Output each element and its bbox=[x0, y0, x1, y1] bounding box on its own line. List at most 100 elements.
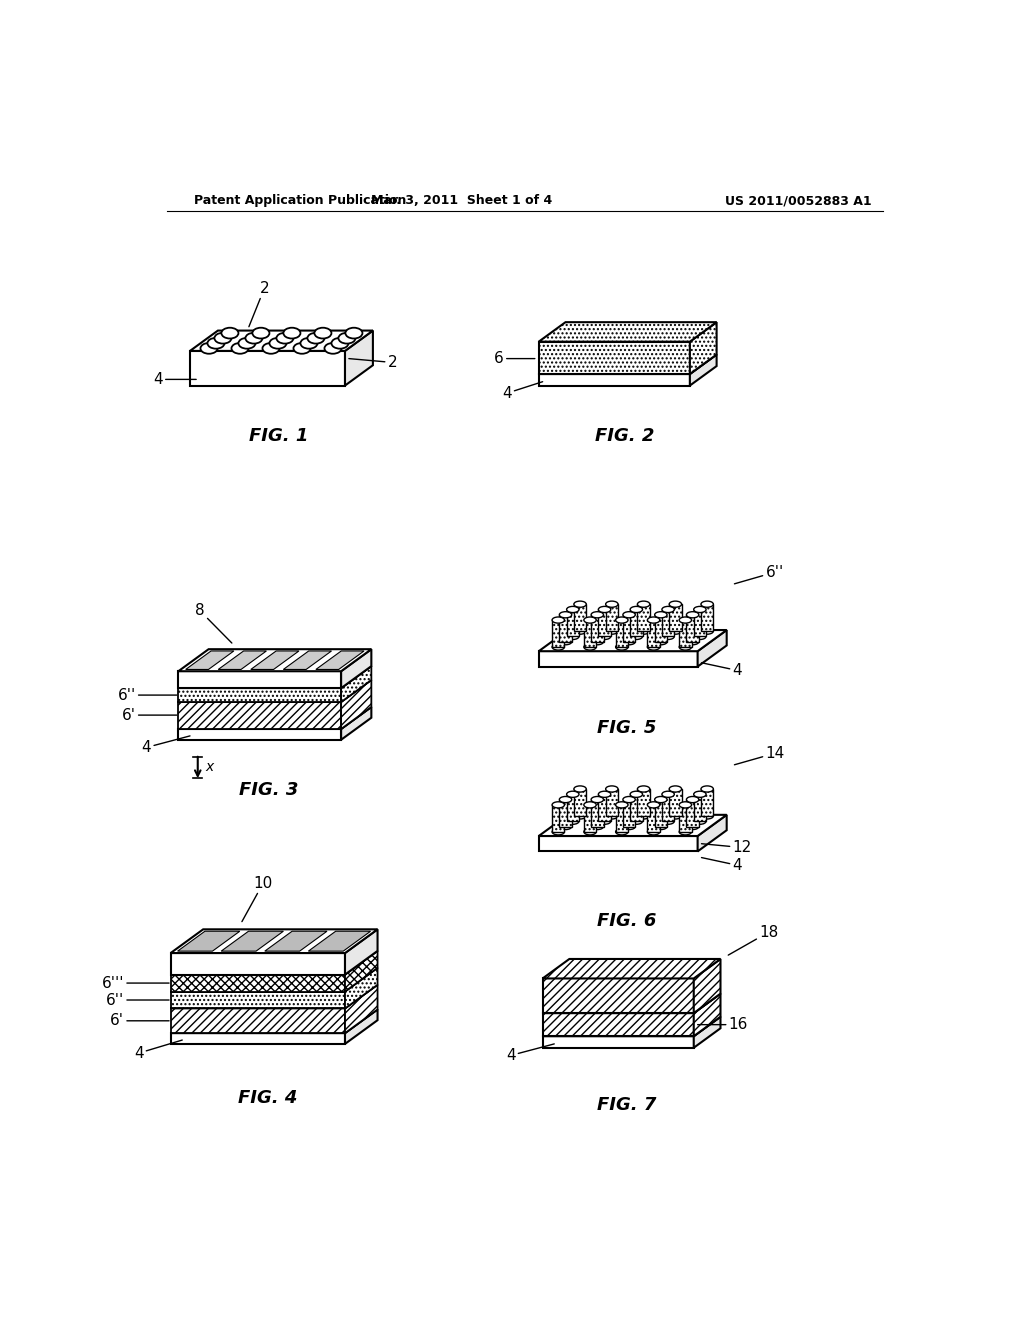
Text: 18: 18 bbox=[728, 924, 778, 956]
Polygon shape bbox=[190, 351, 345, 385]
Polygon shape bbox=[584, 620, 596, 647]
Ellipse shape bbox=[573, 813, 587, 818]
Text: 4: 4 bbox=[134, 1040, 182, 1061]
Ellipse shape bbox=[693, 634, 707, 639]
Ellipse shape bbox=[647, 616, 659, 623]
Polygon shape bbox=[615, 805, 628, 832]
Polygon shape bbox=[573, 605, 587, 631]
Ellipse shape bbox=[647, 829, 659, 834]
Polygon shape bbox=[539, 836, 697, 851]
Text: FIG. 1: FIG. 1 bbox=[249, 426, 308, 445]
Polygon shape bbox=[185, 651, 233, 669]
Text: 4: 4 bbox=[506, 1044, 554, 1063]
Polygon shape bbox=[598, 610, 610, 636]
Ellipse shape bbox=[591, 824, 603, 829]
Ellipse shape bbox=[552, 801, 564, 808]
Text: 4: 4 bbox=[502, 381, 543, 401]
Polygon shape bbox=[539, 322, 717, 342]
Polygon shape bbox=[630, 610, 642, 636]
Ellipse shape bbox=[338, 333, 355, 343]
Text: 10: 10 bbox=[242, 875, 272, 921]
Polygon shape bbox=[637, 789, 650, 816]
Ellipse shape bbox=[552, 644, 564, 649]
Ellipse shape bbox=[630, 818, 642, 824]
Polygon shape bbox=[178, 671, 341, 688]
Ellipse shape bbox=[269, 338, 287, 348]
Ellipse shape bbox=[605, 628, 618, 634]
Ellipse shape bbox=[615, 829, 628, 834]
Ellipse shape bbox=[231, 343, 249, 354]
Polygon shape bbox=[177, 931, 240, 952]
Text: 6: 6 bbox=[495, 351, 535, 366]
Ellipse shape bbox=[221, 327, 239, 338]
Ellipse shape bbox=[566, 818, 579, 824]
Ellipse shape bbox=[654, 639, 667, 644]
Ellipse shape bbox=[559, 611, 571, 618]
Polygon shape bbox=[341, 649, 372, 688]
Ellipse shape bbox=[566, 606, 579, 612]
Polygon shape bbox=[178, 667, 372, 688]
Polygon shape bbox=[543, 1014, 693, 1036]
Polygon shape bbox=[701, 605, 714, 631]
Ellipse shape bbox=[670, 813, 682, 818]
Polygon shape bbox=[539, 374, 690, 385]
Polygon shape bbox=[539, 342, 690, 374]
Polygon shape bbox=[686, 800, 698, 826]
Polygon shape bbox=[679, 620, 691, 647]
Polygon shape bbox=[190, 330, 373, 351]
Polygon shape bbox=[662, 610, 675, 636]
Text: 16: 16 bbox=[697, 1018, 748, 1032]
Text: FIG. 5: FIG. 5 bbox=[597, 719, 656, 737]
Polygon shape bbox=[539, 355, 717, 374]
Polygon shape bbox=[573, 789, 587, 816]
Ellipse shape bbox=[566, 634, 579, 639]
Ellipse shape bbox=[623, 824, 635, 829]
Polygon shape bbox=[552, 805, 564, 832]
Ellipse shape bbox=[701, 601, 714, 607]
Ellipse shape bbox=[598, 606, 610, 612]
Ellipse shape bbox=[630, 791, 642, 797]
Ellipse shape bbox=[693, 818, 707, 824]
Ellipse shape bbox=[615, 644, 628, 649]
Ellipse shape bbox=[314, 327, 332, 338]
Polygon shape bbox=[615, 620, 628, 647]
Text: Mar. 3, 2011  Sheet 1 of 4: Mar. 3, 2011 Sheet 1 of 4 bbox=[371, 194, 552, 207]
Ellipse shape bbox=[300, 338, 317, 348]
Text: 8: 8 bbox=[196, 603, 231, 643]
Polygon shape bbox=[697, 814, 727, 851]
Polygon shape bbox=[218, 651, 266, 669]
Ellipse shape bbox=[307, 333, 325, 343]
Text: 4: 4 bbox=[701, 858, 742, 873]
Ellipse shape bbox=[693, 606, 707, 612]
Ellipse shape bbox=[637, 601, 650, 607]
Polygon shape bbox=[543, 1016, 721, 1036]
Text: FIG. 7: FIG. 7 bbox=[597, 1097, 656, 1114]
Text: FIG. 6: FIG. 6 bbox=[597, 912, 656, 929]
Ellipse shape bbox=[345, 327, 362, 338]
Text: FIG. 2: FIG. 2 bbox=[595, 426, 654, 445]
Polygon shape bbox=[647, 620, 659, 647]
Ellipse shape bbox=[584, 829, 596, 834]
Ellipse shape bbox=[591, 796, 603, 803]
Ellipse shape bbox=[637, 628, 650, 634]
Ellipse shape bbox=[679, 829, 691, 834]
Text: FIG. 4: FIG. 4 bbox=[238, 1089, 297, 1106]
Polygon shape bbox=[559, 615, 571, 642]
Polygon shape bbox=[543, 958, 721, 978]
Polygon shape bbox=[341, 708, 372, 739]
Ellipse shape bbox=[679, 616, 691, 623]
Polygon shape bbox=[345, 968, 378, 1008]
Ellipse shape bbox=[630, 606, 642, 612]
Polygon shape bbox=[251, 651, 299, 669]
Polygon shape bbox=[345, 950, 378, 991]
Polygon shape bbox=[693, 958, 721, 1014]
Ellipse shape bbox=[686, 611, 698, 618]
Ellipse shape bbox=[670, 601, 682, 607]
Ellipse shape bbox=[615, 616, 628, 623]
Polygon shape bbox=[341, 680, 372, 729]
Ellipse shape bbox=[686, 824, 698, 829]
Polygon shape bbox=[637, 605, 650, 631]
Text: 6'': 6'' bbox=[105, 993, 169, 1007]
Text: 6': 6' bbox=[111, 1014, 169, 1028]
Polygon shape bbox=[171, 1008, 345, 1034]
